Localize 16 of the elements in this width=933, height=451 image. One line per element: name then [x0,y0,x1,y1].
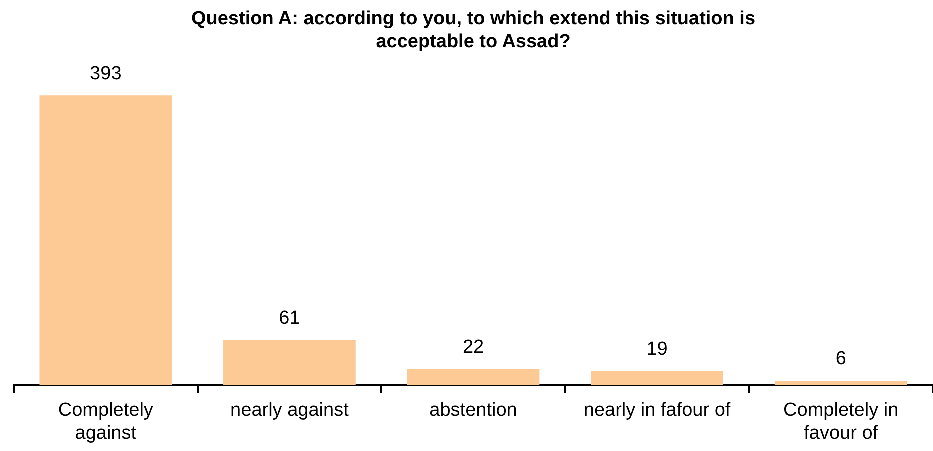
data-label: 61 [279,308,300,330]
x-tick-label: Completely in favour of [784,400,899,444]
x-tick-label: nearly in fafour of [584,400,732,422]
bar [774,380,908,386]
x-tick-label: nearly against [230,400,350,422]
chart-title: Question A: according to you, to which extend this situation is acceptable to Assad? [191,8,756,52]
data-label: 19 [646,339,668,360]
x-tick-label: abstention [430,400,518,422]
data-label: 393 [90,63,122,84]
bar [407,369,540,386]
x-tick-label: Completely against [58,400,154,444]
bar [224,340,356,386]
bar [591,371,724,386]
bar [40,96,172,386]
data-label: 6 [836,348,846,370]
data-label: 22 [462,336,484,358]
